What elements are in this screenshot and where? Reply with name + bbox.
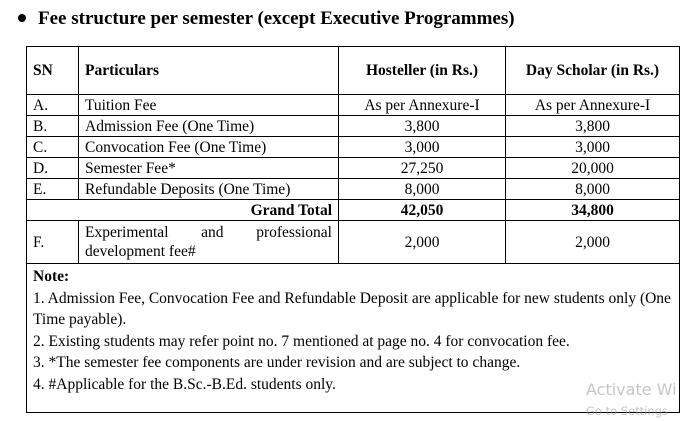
- grand-total-value: 34,800: [505, 199, 680, 221]
- notes-title: Note:: [33, 268, 70, 285]
- sn-cell: E.: [26, 178, 79, 200]
- particular-cell: Tuition Fee: [78, 94, 339, 116]
- watermark: Activate Wi: [586, 380, 677, 399]
- sn-cell: A.: [26, 94, 79, 116]
- note-item: 3. *The semester fee components are unde…: [33, 354, 521, 371]
- fee-row: E. Refundable Deposits (One Time) 8,000 8,0…: [26, 178, 680, 200]
- particular-cell: Semester Fee*: [78, 157, 339, 179]
- fee-cell: 20,000: [505, 157, 680, 179]
- fee-cell: 2,000: [338, 220, 506, 264]
- fee-cell: 2,000: [505, 220, 680, 264]
- bullet: [18, 14, 26, 23]
- header-cell: Day Scholar (in Rs.): [505, 46, 680, 95]
- note-item: 1. Admission Fee, Convocation Fee and Re…: [33, 289, 671, 329]
- fee-cell: 3,800: [338, 115, 506, 137]
- particular-cell: Refundable Deposits (One Time): [78, 178, 339, 200]
- extra-row: F. Experimental and professional develop…: [26, 220, 680, 264]
- fee-cell: As per Annexure-I: [505, 94, 680, 116]
- sn-cell: F.: [26, 220, 79, 264]
- sn-cell: D.: [26, 157, 79, 179]
- grand-total-label: Grand Total: [26, 199, 339, 221]
- header-cell: Hosteller (in Rs.): [338, 46, 506, 95]
- particular-cell: Experimental and professional developmen…: [78, 220, 339, 264]
- grand-total-value: 42,050: [338, 199, 506, 221]
- watermark: Go to Settings: [586, 404, 668, 418]
- fee-cell: 8,000: [338, 178, 506, 200]
- fee-cell: 3,000: [505, 136, 680, 158]
- fee-row: A. Tuition Fee As per Annexure-I As per Ann…: [26, 94, 680, 116]
- fee-row: D. Semester Fee* 27,250 20,000: [26, 157, 680, 179]
- fee-row: C. Convocation Fee (One Time) 3,000 3,000: [26, 136, 680, 158]
- fee-cell: 3,800: [505, 115, 680, 137]
- note-item: 2. Existing students may refer point no.…: [33, 332, 570, 350]
- header-row: SN Particulars Hosteller (in Rs.) Day Sc…: [26, 46, 680, 95]
- fee-table: SN Particulars Hosteller (in Rs.) Day Sc…: [26, 46, 680, 413]
- fee-cell: 27,250: [338, 157, 506, 179]
- fee-cell: As per Annexure-I: [338, 94, 506, 116]
- notes-row: Note: 1. Admission Fee, Convocation Fee …: [26, 263, 680, 413]
- sn-cell: C.: [26, 136, 79, 158]
- table-body: A. Tuition Fee As per Annexure-I As per Ann…: [26, 94, 680, 413]
- grand-total-row: Grand Total 42,050 34,800: [26, 199, 680, 221]
- note-item: 4. #Applicable for the B.Sc.-B.Ed. stude…: [33, 375, 336, 393]
- particular-cell: Admission Fee (One Time): [78, 115, 339, 137]
- notes-cell: Note: 1. Admission Fee, Convocation Fee …: [26, 263, 680, 413]
- sn-cell: B.: [26, 115, 79, 137]
- fee-cell: 3,000: [338, 136, 506, 158]
- heading: Fee structure per semester (except Execu…: [14, 8, 515, 30]
- fee-row: B. Admission Fee (One Time) 3,800 3,800: [26, 115, 680, 137]
- particular-cell: Convocation Fee (One Time): [78, 136, 339, 158]
- header-cell: SN: [26, 46, 79, 95]
- heading-text: Fee structure per semester (except Execu…: [38, 8, 515, 29]
- header-cell: Particulars: [78, 46, 339, 95]
- fee-cell: 8,000: [505, 178, 680, 200]
